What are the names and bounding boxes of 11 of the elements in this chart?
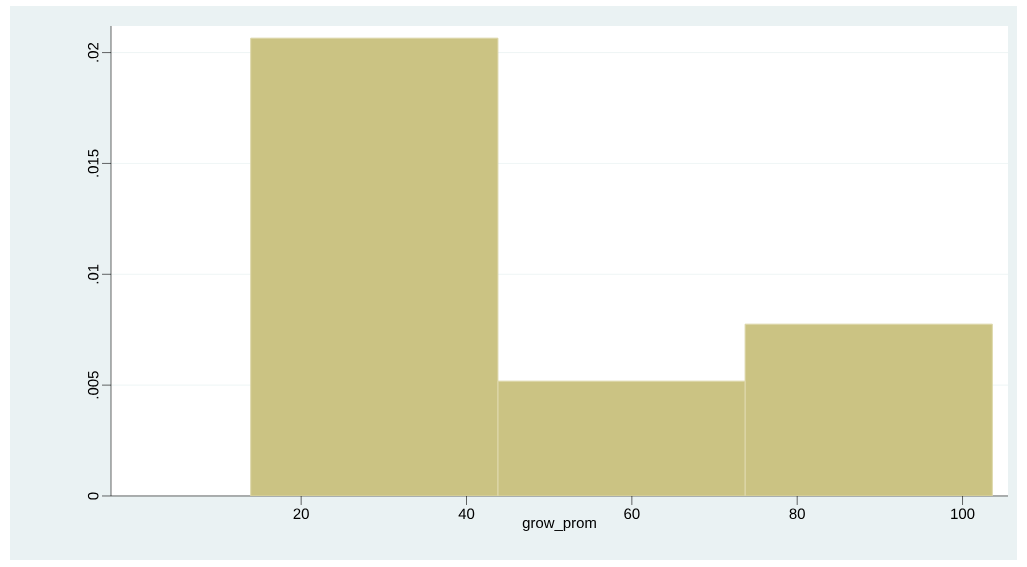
y-tick-label: .01 — [87, 264, 99, 284]
y-tick-label: 0 — [87, 492, 99, 500]
x-axis-title: grow_prom — [522, 519, 596, 532]
y-tick-label: .02 — [87, 42, 99, 62]
x-tick-label: 40 — [458, 508, 475, 520]
y-tick-label: .005 — [87, 371, 99, 399]
x-tick-label: 20 — [293, 508, 309, 520]
x-tick-label: 60 — [624, 508, 640, 520]
y-tick-label: .015 — [87, 149, 99, 177]
x-tick-label: 80 — [789, 508, 805, 520]
x-tick-label: 100 — [951, 508, 975, 520]
